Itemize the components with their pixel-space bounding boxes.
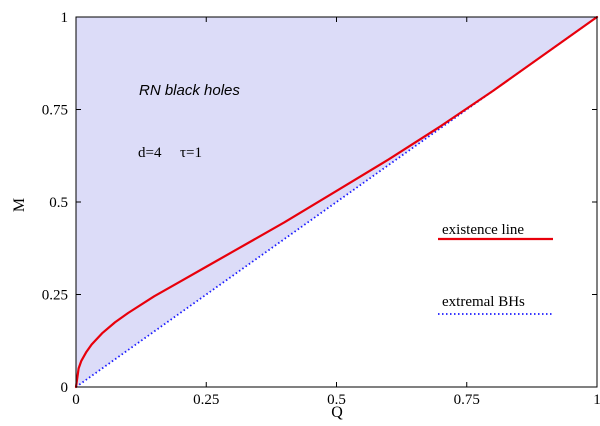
y-tick-label: 0.75 — [42, 103, 68, 119]
x-tick-label: 0.25 — [193, 392, 219, 408]
x-tick-label: 1 — [593, 392, 600, 408]
y-tick-label: 1 — [61, 10, 69, 26]
x-tick-label: 0.75 — [454, 392, 480, 408]
legend-label-extremal-bhs: extremal BHs — [442, 294, 525, 310]
y-axis-label: M — [11, 198, 28, 212]
param-tau-label: τ=1 — [180, 145, 202, 161]
plot-layer — [74, 15, 599, 389]
x-tick-label: 0.5 — [327, 392, 346, 408]
ticks-layer: 0 0.25 0.5 0.75 1 0 0.25 0.5 0.75 1 — [42, 10, 600, 408]
y-tick-label: 0.5 — [49, 195, 68, 211]
x-tick-label: 0 — [72, 392, 80, 408]
param-d-label: d=4 — [138, 145, 162, 161]
y-tick-label: 0 — [61, 380, 69, 396]
region-label: RN black holes — [139, 82, 240, 99]
series-line-existence-line — [74, 15, 599, 389]
legend: existence line extremal BHs — [438, 222, 553, 315]
legend-label-existence-line: existence line — [442, 222, 524, 238]
y-tick-label: 0.25 — [42, 288, 68, 304]
x-axis-label: Q — [331, 404, 343, 421]
